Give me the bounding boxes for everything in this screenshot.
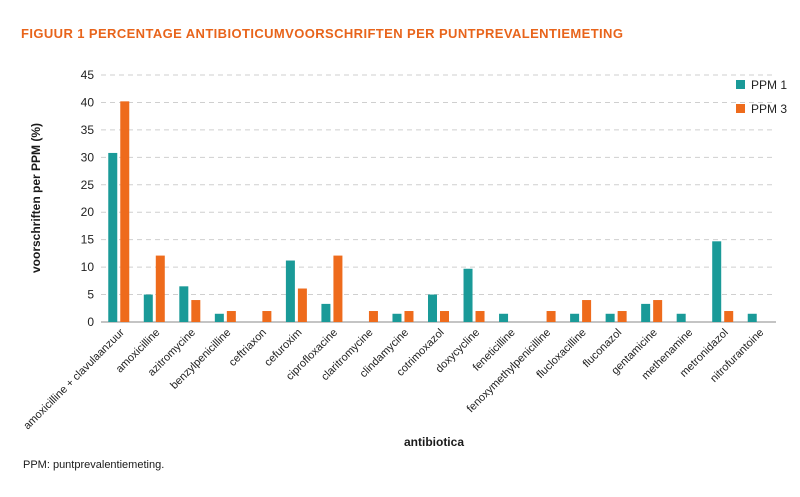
gridlines: [101, 74, 776, 323]
x-axis-category-labels: amoxicilline + clavulaanzuuramoxicilline…: [21, 326, 766, 432]
bar: [262, 311, 272, 322]
y-tick-label: 25: [81, 178, 95, 192]
bar: [724, 311, 734, 322]
bar: [226, 311, 236, 322]
bar: [570, 313, 580, 322]
bar: [712, 241, 722, 322]
legend-label: PPM 3: [751, 102, 787, 116]
y-axis-ticks: 0 5 10 15 20 25 30 35 40 45: [81, 68, 95, 329]
x-tick-label: benzylpenicilline: [168, 327, 233, 392]
bar: [605, 313, 615, 322]
x-tick-label: amoxicilline + clavulaanzuur: [21, 326, 127, 432]
bar: [143, 294, 153, 322]
y-tick-label: 0: [87, 315, 94, 329]
bar: [120, 101, 130, 322]
bars: [108, 101, 757, 322]
y-tick-label: 20: [81, 205, 95, 219]
bar: [392, 313, 402, 322]
bar: [747, 313, 757, 322]
bar: [214, 313, 224, 322]
x-tick-label: ceftriaxon: [227, 327, 269, 369]
chart-title: FIGUUR 1 PERCENTAGE ANTIBIOTICUMVOORSCHR…: [21, 26, 624, 41]
bar: [582, 300, 592, 322]
bar: [475, 311, 485, 322]
bar: [499, 313, 509, 322]
bar: [297, 288, 307, 322]
y-tick-label: 30: [81, 150, 95, 164]
legend-swatch: [736, 80, 745, 89]
y-tick-label: 5: [87, 288, 94, 302]
legend-swatch: [736, 104, 745, 113]
y-tick-label: 45: [81, 68, 95, 82]
bar: [428, 294, 437, 322]
bar: [368, 311, 378, 322]
bar: [676, 313, 686, 322]
bar: [333, 255, 343, 322]
x-axis-title: antibiotica: [404, 435, 464, 449]
bar: [321, 303, 331, 322]
bar: [546, 311, 556, 322]
bar: [463, 268, 473, 322]
bar: [191, 300, 201, 322]
bar: [108, 152, 118, 322]
y-tick-label: 15: [81, 233, 95, 247]
y-axis-title: voorschriften per PPM (%): [29, 123, 43, 273]
legend-label: PPM 1: [751, 78, 787, 92]
y-tick-label: 40: [81, 95, 95, 109]
bar: [653, 300, 663, 322]
bar: [440, 311, 449, 322]
y-tick-label: 10: [81, 260, 95, 274]
bar: [155, 255, 165, 322]
bar: [285, 260, 295, 322]
legend: PPM 1 PPM 3: [736, 78, 787, 116]
y-tick-label: 35: [81, 123, 95, 137]
footnote: PPM: puntprevalentiemeting.: [23, 459, 165, 471]
bar: [179, 286, 189, 322]
bar: [641, 303, 651, 322]
bar: [404, 311, 414, 322]
bar: [617, 311, 627, 322]
